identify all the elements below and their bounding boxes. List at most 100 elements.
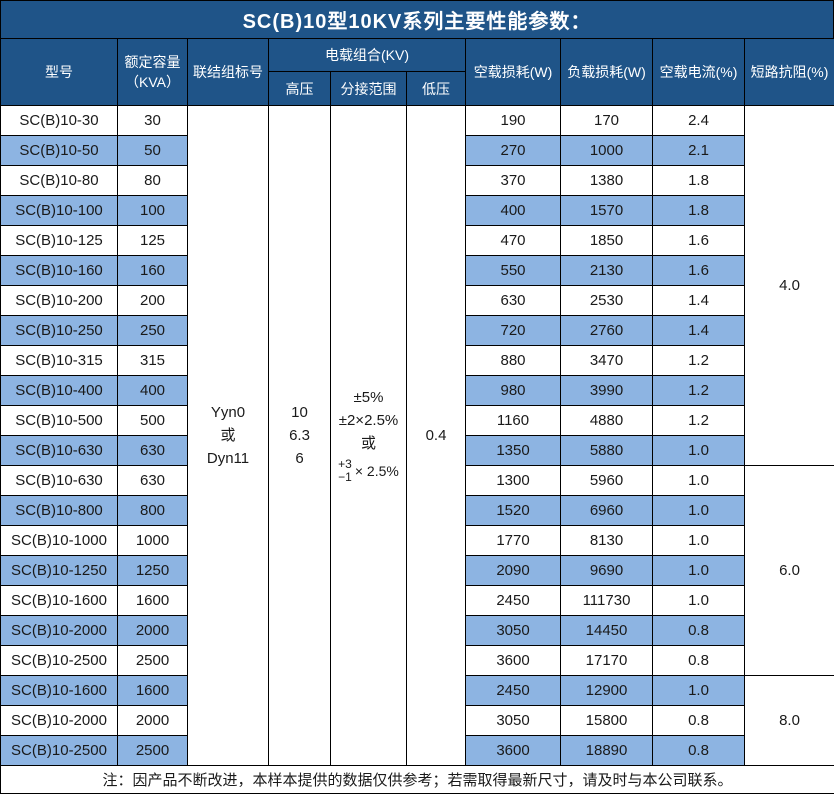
capacity-cell: 800	[117, 495, 188, 526]
tap-range-line: ±2×2.5%	[338, 412, 399, 430]
table-row: SC(B)10-2000 2000 3050 14450 0.8	[0, 615, 834, 646]
footnote: 注：因产品不断改进，本样本提供的数据仅供参考；若需取得最新尺寸，请及时与本公司联…	[0, 765, 834, 794]
table-row: SC(B)10-125 125 470 1850 1.6	[0, 225, 834, 256]
noload-current-cell: 1.0	[652, 675, 745, 706]
noload-loss-cell: 3050	[465, 615, 561, 646]
noload-loss-cell: 630	[465, 285, 561, 316]
table-row: SC(B)10-1600 1600 2450 12900 1.0 8.0	[0, 675, 834, 766]
noload-current-cell: 1.8	[652, 165, 745, 196]
noload-loss-cell: 880	[465, 345, 561, 376]
col-header-connection: 联结组标号	[187, 38, 269, 106]
tap-range-line: ±5%	[353, 388, 384, 406]
model-cell: SC(B)10-1600	[0, 675, 118, 706]
model-cell: SC(B)10-500	[0, 405, 118, 436]
noload-current-cell: 1.0	[652, 495, 745, 526]
col-header-hv: 高压	[268, 71, 331, 106]
noload-current-cell: 1.2	[652, 345, 745, 376]
capacity-cell: 2500	[117, 735, 188, 766]
noload-current-cell: 2.1	[652, 135, 745, 166]
capacity-cell: 1600	[117, 585, 188, 616]
load-loss-cell: 170	[560, 105, 653, 136]
noload-current-cell: 1.6	[652, 255, 745, 286]
load-loss-cell: 2760	[560, 315, 653, 346]
noload-current-cell: 0.8	[652, 645, 745, 676]
load-loss-cell: 18890	[560, 735, 653, 766]
capacity-cell: 400	[117, 375, 188, 406]
model-cell: SC(B)10-2000	[0, 615, 118, 646]
noload-current-cell: 1.0	[652, 435, 745, 466]
lv-cell: 0.4	[406, 105, 466, 766]
impedance-cell: 8.0	[744, 675, 834, 766]
col-header-noload-current: 空载电流(%)	[652, 38, 745, 106]
noload-loss-cell: 3050	[465, 705, 561, 736]
noload-current-cell: 1.0	[652, 585, 745, 616]
noload-loss-cell: 1770	[465, 525, 561, 556]
model-cell: SC(B)10-200	[0, 285, 118, 316]
capacity-cell: 250	[117, 315, 188, 346]
table-row: SC(B)10-160 160 550 2130 1.6	[0, 255, 834, 286]
model-cell: SC(B)10-315	[0, 345, 118, 376]
noload-loss-cell: 470	[465, 225, 561, 256]
load-loss-cell: 1850	[560, 225, 653, 256]
load-loss-cell: 9690	[560, 555, 653, 586]
noload-current-cell: 1.4	[652, 285, 745, 316]
spec-table: 型号 额定容量 （KVA） 联结组标号 电载组合(KV) 空载损耗(W) 负载损…	[0, 38, 834, 794]
table-body: SC(B)10-30 30 Yyn0 或 Dyn11 10 6.3 6 ±5% ±2×2.…	[0, 105, 834, 766]
table-row: SC(B)10-2000 2000 3050 15800 0.8	[0, 705, 834, 736]
table-row: SC(B)10-1250 1250 2090 9690 1.0	[0, 555, 834, 586]
col-header-model: 型号	[0, 38, 118, 106]
model-cell: SC(B)10-2000	[0, 705, 118, 736]
load-loss-cell: 111730	[560, 585, 653, 616]
col-header-lv: 低压	[406, 71, 466, 106]
model-cell: SC(B)10-400	[0, 375, 118, 406]
capacity-cell: 315	[117, 345, 188, 376]
load-loss-cell: 3990	[560, 375, 653, 406]
table-row: SC(B)10-1000 1000 1770 8130 1.0	[0, 525, 834, 556]
noload-current-cell: 2.4	[652, 105, 745, 136]
model-cell: SC(B)10-30	[0, 105, 118, 136]
table-row: SC(B)10-80 80 370 1380 1.8	[0, 165, 834, 196]
table-row: SC(B)10-630 630 1350 5880 1.0	[0, 435, 834, 466]
capacity-cell: 500	[117, 405, 188, 436]
capacity-cell: 50	[117, 135, 188, 166]
model-cell: SC(B)10-250	[0, 315, 118, 346]
capacity-cell: 2000	[117, 705, 188, 736]
model-cell: SC(B)10-2500	[0, 645, 118, 676]
table-row: SC(B)10-2500 2500 3600 17170 0.8	[0, 645, 834, 676]
load-loss-cell: 4880	[560, 405, 653, 436]
model-cell: SC(B)10-630	[0, 435, 118, 466]
table-row: SC(B)10-315 315 880 3470 1.2	[0, 345, 834, 376]
table-row: SC(B)10-800 800 1520 6960 1.0	[0, 495, 834, 526]
noload-loss-cell: 550	[465, 255, 561, 286]
tap-range-fraction: +3 −1 × 2.5%	[338, 456, 399, 485]
col-header-noload-loss: 空载损耗(W)	[465, 38, 561, 106]
noload-current-cell: 1.2	[652, 375, 745, 406]
capacity-cell: 80	[117, 165, 188, 196]
model-cell: SC(B)10-1600	[0, 585, 118, 616]
table-row: SC(B)10-250 250 720 2760 1.4	[0, 315, 834, 346]
model-cell: SC(B)10-630	[0, 465, 118, 496]
noload-loss-cell: 720	[465, 315, 561, 346]
table-row: SC(B)10-30 30 Yyn0 或 Dyn11 10 6.3 6 ±5% ±2×2.…	[0, 105, 834, 766]
col-header-voltage-combo: 电载组合(KV)	[268, 38, 466, 72]
col-header-capacity: 额定容量 （KVA）	[117, 38, 188, 106]
tap-range-line: 或	[360, 435, 376, 453]
capacity-cell: 1000	[117, 525, 188, 556]
model-cell: SC(B)10-50	[0, 135, 118, 166]
hv-cell: 10 6.3 6	[268, 105, 331, 766]
noload-current-cell: 1.4	[652, 315, 745, 346]
noload-current-cell: 0.8	[652, 615, 745, 646]
noload-loss-cell: 980	[465, 375, 561, 406]
load-loss-cell: 14450	[560, 615, 653, 646]
noload-current-cell: 0.8	[652, 735, 745, 766]
noload-current-cell: 1.0	[652, 555, 745, 586]
capacity-cell: 1250	[117, 555, 188, 586]
load-loss-cell: 1570	[560, 195, 653, 226]
model-cell: SC(B)10-80	[0, 165, 118, 196]
page-title: SC(B)10型10KV系列主要性能参数：	[0, 0, 834, 38]
load-loss-cell: 1380	[560, 165, 653, 196]
noload-current-cell: 1.8	[652, 195, 745, 226]
load-loss-cell: 17170	[560, 645, 653, 676]
load-loss-cell: 12900	[560, 675, 653, 706]
col-header-load-loss: 负载损耗(W)	[560, 38, 653, 106]
